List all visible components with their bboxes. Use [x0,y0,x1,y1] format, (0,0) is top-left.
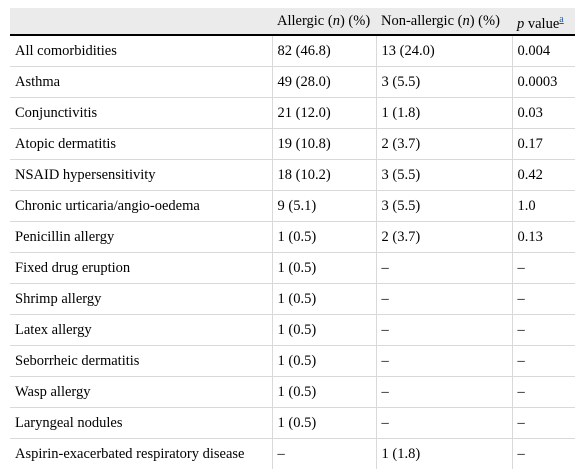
table-row: Shrimp allergy 1 (0.5) – – [10,283,575,315]
table-row: NSAID hypersensitivity 18 (10.2) 3 (5.5) 0.… [10,159,575,191]
table-row: Aspirin-exacerbated respiratory disease –… [10,438,575,469]
table-row: Chronic urticaria/angio-oedema 9 (5.1) 3 (… [10,190,575,222]
cell-nonallergic: – [376,283,513,315]
cell-condition: Wasp allergy [10,376,273,408]
footnote-link[interactable]: a [559,14,564,25]
cell-condition: Chronic urticaria/angio-oedema [10,190,273,222]
cell-nonallergic: – [376,407,513,439]
cell-p-value: 1.0 [512,190,575,222]
cell-nonallergic: 3 (5.5) [376,159,513,191]
comorbidities-table: Allergic (n) (%) Non-allergic (n) (%) p … [10,8,575,469]
cell-nonallergic: 1 (1.8) [376,97,513,129]
cell-nonallergic: 13 (24.0) [376,34,513,67]
cell-condition: Atopic dermatitis [10,128,273,160]
table-row: Laryngeal nodules 1 (0.5) – – [10,407,575,439]
cell-p-value: 0.004 [512,34,575,67]
cell-p-value: – [512,407,575,439]
table-row: Wasp allergy 1 (0.5) – – [10,376,575,408]
cell-nonallergic: 2 (3.7) [376,221,513,253]
cell-condition: Conjunctivitis [10,97,273,129]
cell-nonallergic: 1 (1.8) [376,438,513,469]
cell-allergic: 21 (12.0) [272,97,377,129]
cell-nonallergic: 3 (5.5) [376,190,513,222]
cell-p-value: – [512,345,575,377]
comorbidities-table-container: Allergic (n) (%) Non-allergic (n) (%) p … [10,8,575,469]
cell-nonallergic: – [376,314,513,346]
table-body: All comorbidities 82 (46.8) 13 (24.0) 0.004… [10,34,575,469]
cell-condition: Asthma [10,66,273,98]
cell-allergic: 18 (10.2) [272,159,377,191]
header-nonallergic: Non-allergic (n) (%) [376,8,512,36]
cell-condition: Laryngeal nodules [10,407,273,439]
cell-p-value: – [512,314,575,346]
table-row: Fixed drug eruption 1 (0.5) – – [10,252,575,284]
cell-p-value: – [512,283,575,315]
cell-allergic: 9 (5.1) [272,190,377,222]
cell-p-value: – [512,252,575,284]
header-allergic: Allergic (n) (%) [272,8,376,36]
cell-allergic: 1 (0.5) [272,221,377,253]
table-row: Conjunctivitis 21 (12.0) 1 (1.8) 0.03 [10,97,575,129]
cell-condition: Latex allergy [10,314,273,346]
cell-condition: Penicillin allergy [10,221,273,253]
cell-nonallergic: – [376,252,513,284]
cell-allergic: 1 (0.5) [272,314,377,346]
table-row: Atopic dermatitis 19 (10.8) 2 (3.7) 0.17 [10,128,575,160]
cell-nonallergic: – [376,376,513,408]
table-row: Seborrheic dermatitis 1 (0.5) – – [10,345,575,377]
cell-allergic: 19 (10.8) [272,128,377,160]
cell-nonallergic: 2 (3.7) [376,128,513,160]
cell-p-value: 0.0003 [512,66,575,98]
cell-p-value: – [517,445,525,462]
cell-p-value: 0.13 [512,221,575,253]
cell-condition: Seborrheic dermatitis [10,345,273,377]
header-condition [10,8,272,36]
cell-allergic: – [272,438,377,469]
cell-allergic: 1 (0.5) [272,376,377,408]
cell-allergic: 82 (46.8) [272,34,377,67]
cell-allergic: 1 (0.5) [272,252,377,284]
cell-allergic: 1 (0.5) [272,407,377,439]
cell-condition: Shrimp allergy [10,283,273,315]
table-row: All comorbidities 82 (46.8) 13 (24.0) 0.004 [10,34,575,67]
cell-allergic: 49 (28.0) [272,66,377,98]
cell-condition: Fixed drug eruption [10,252,273,284]
cell-condition: All comorbidities [10,34,273,67]
cell-nonallergic: – [376,345,513,377]
header-p-value: p valuea [512,8,575,36]
cell-p-value: 0.03 [512,97,575,129]
table-row: Latex allergy 1 (0.5) – – [10,314,575,346]
table-row: Asthma 49 (28.0) 3 (5.5) 0.0003 [10,66,575,98]
table-row: Penicillin allergy 1 (0.5) 2 (3.7) 0.13 [10,221,575,253]
cell-p-value: 0.17 [512,128,575,160]
cell-allergic: 1 (0.5) [272,345,377,377]
cell-p-value: – [512,376,575,408]
table-header-row: Allergic (n) (%) Non-allergic (n) (%) p … [10,8,575,36]
cell-condition: Aspirin-exacerbated respiratory disease [10,438,273,469]
cell-allergic: 1 (0.5) [272,283,377,315]
cell-condition: NSAID hypersensitivity [10,159,273,191]
cell-nonallergic: 3 (5.5) [376,66,513,98]
cell-p-value: 0.42 [512,159,575,191]
